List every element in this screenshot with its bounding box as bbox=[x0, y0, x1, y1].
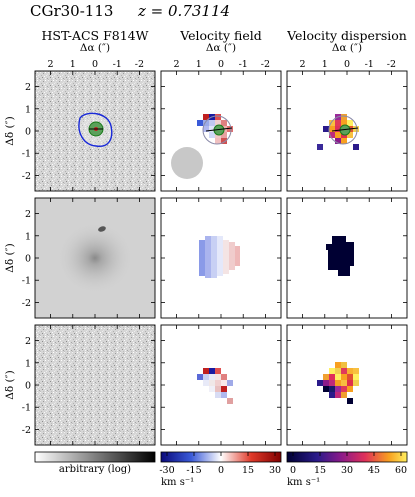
column-header-hst: HST-ACS F814W bbox=[41, 28, 149, 43]
y-axis-label-row3: Δδ (″) bbox=[4, 370, 16, 400]
x-tick-label: 2 bbox=[174, 59, 180, 70]
x-tick-label: 1 bbox=[70, 59, 76, 70]
colorbar-tick-label: -30 bbox=[159, 465, 174, 476]
x-tick-label: 1 bbox=[322, 59, 328, 70]
y-tick-label: 0 bbox=[25, 381, 31, 392]
x-tick-label: 0 bbox=[218, 59, 224, 70]
panel-r1-dispersion bbox=[287, 71, 407, 191]
panel-r3-residual-velocity bbox=[161, 325, 281, 445]
colorbar-tick-label: -15 bbox=[186, 465, 201, 476]
x-tick-label: 0 bbox=[344, 59, 350, 70]
colorbar-ticks: -30 -15 0 15 30 0 15 30 45 60 bbox=[159, 452, 407, 476]
y-tick-label: 1 bbox=[25, 104, 31, 115]
panel-r3-residual-dispersion bbox=[287, 325, 407, 445]
x-tick-label: -2 bbox=[261, 59, 270, 70]
y-tick-label: -1 bbox=[22, 276, 31, 287]
object-name: CGr30-113 bbox=[30, 2, 114, 20]
y-tick-label: 0 bbox=[25, 254, 31, 265]
x-tick-label: -1 bbox=[365, 59, 374, 70]
y-tick-label: 2 bbox=[25, 209, 31, 220]
colorbar-tick-label: 15 bbox=[314, 465, 326, 476]
colorbar-tick-label: 15 bbox=[242, 465, 254, 476]
x-axis-label-3: Δα (″) bbox=[331, 42, 363, 54]
y-tick-label: 1 bbox=[25, 231, 31, 242]
y-tick-label: 2 bbox=[25, 336, 31, 347]
colorbar-gray-label: arbitrary (log) bbox=[58, 464, 132, 475]
y-axis-label-row2: Δδ (″) bbox=[4, 243, 16, 273]
panel-r2-model-velocity bbox=[161, 198, 281, 318]
colorbar-tick-label: 30 bbox=[341, 465, 353, 476]
panel-r1-hst bbox=[35, 71, 155, 191]
x-axis-label-2: Δα (″) bbox=[205, 42, 237, 54]
panel-r2-model-dispersion bbox=[287, 198, 407, 318]
panel-r1-velocity bbox=[161, 71, 281, 191]
y-tick-label: -2 bbox=[22, 171, 31, 182]
colorbar-dispersion-units: km s⁻¹ bbox=[287, 477, 321, 488]
colorbar-tick-label: 60 bbox=[395, 465, 407, 476]
panel-r2-model-image bbox=[35, 198, 155, 318]
x-tick-label: -2 bbox=[135, 59, 144, 70]
panel-frames: 2 1 0 -1 -2 2 1 0 -1 -2 2 1 0 -1 -2 2 1 0 -1 -2 2 1 0 -1 -2 2 1 0 -1… bbox=[22, 59, 408, 446]
colorbar-tick-label: 45 bbox=[368, 465, 380, 476]
x-tick-label: -1 bbox=[113, 59, 122, 70]
column-header-velocity: Velocity field bbox=[180, 28, 262, 43]
y-axis-label-row1: Δδ (″) bbox=[4, 116, 16, 146]
x-tick-label: -1 bbox=[239, 59, 248, 70]
column-header-dispersion: Velocity dispersion bbox=[287, 28, 407, 43]
colorbar-tick-label: 30 bbox=[269, 465, 281, 476]
panel-r3-residual-image bbox=[35, 325, 155, 445]
x-tick-label: 0 bbox=[92, 59, 98, 70]
y-tick-label: -2 bbox=[22, 298, 31, 309]
colorbar-velocity-units: km s⁻¹ bbox=[161, 477, 195, 488]
y-tick-label: -1 bbox=[22, 149, 31, 160]
x-tick-label: -2 bbox=[387, 59, 396, 70]
colorbar-tick-label: 0 bbox=[218, 465, 224, 476]
y-tick-label: -2 bbox=[22, 425, 31, 436]
y-tick-label: 1 bbox=[25, 358, 31, 369]
x-axis-label-1: Δα (″) bbox=[79, 42, 111, 54]
y-tick-label: 0 bbox=[25, 127, 31, 138]
x-tick-label: 1 bbox=[196, 59, 202, 70]
redshift-label: z = 0.73114 bbox=[138, 2, 231, 20]
psf-circle bbox=[171, 147, 203, 179]
y-tick-label: 2 bbox=[25, 82, 31, 93]
colorbar-gray bbox=[34, 451, 156, 463]
x-tick-label: 2 bbox=[48, 59, 54, 70]
x-tick-label: 2 bbox=[300, 59, 306, 70]
colorbar-tick-label: 0 bbox=[290, 465, 296, 476]
y-tick-label: -1 bbox=[22, 403, 31, 414]
